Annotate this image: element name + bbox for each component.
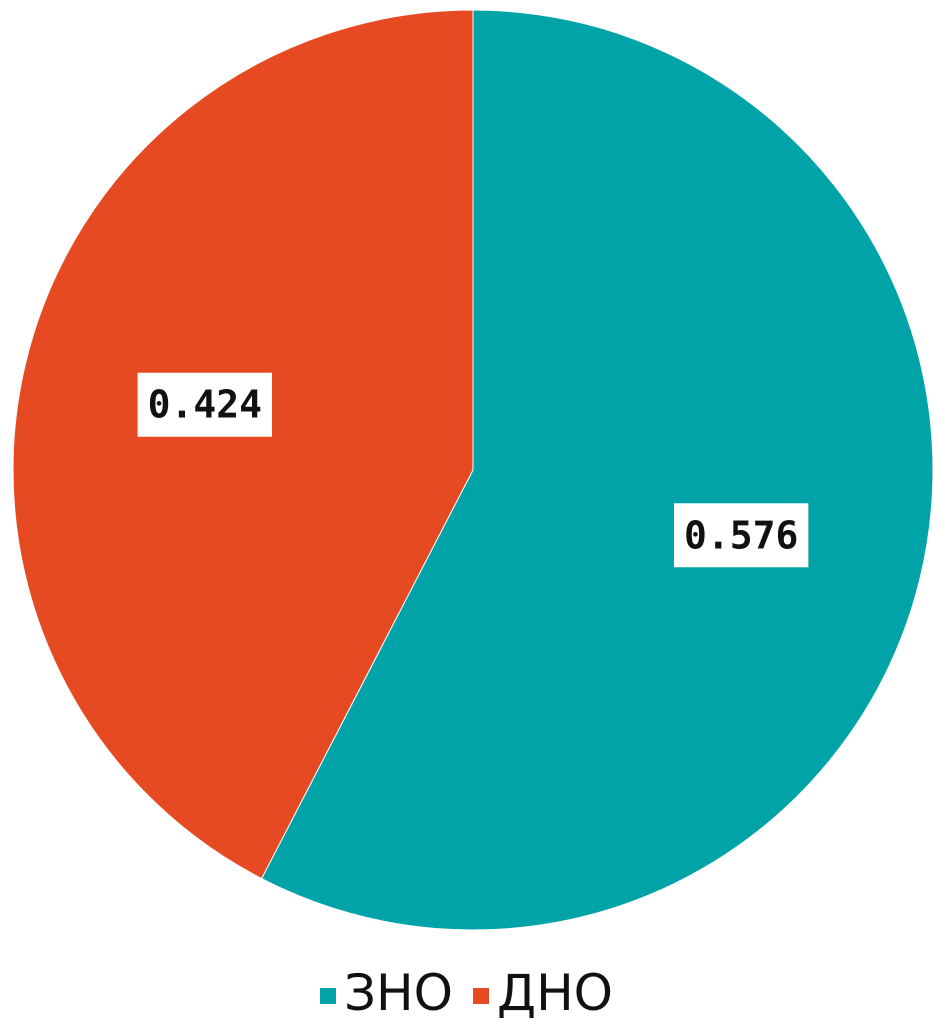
legend-swatch-dno xyxy=(473,988,489,1004)
chart-legend: ЗНО ДНО xyxy=(0,960,933,1026)
legend-label-dno: ДНО xyxy=(497,964,614,1022)
data-label-box-1 xyxy=(673,503,809,568)
data-label-text-2: 0.424 xyxy=(148,383,262,427)
legend-swatch-zno xyxy=(319,988,336,1004)
pie-slices xyxy=(12,9,933,931)
pie-slice-1[interactable] xyxy=(260,9,933,931)
data-label-box-2 xyxy=(137,372,273,437)
data-label-text-1: 0.576 xyxy=(684,513,798,557)
data-label-2: 0.424 xyxy=(137,372,273,437)
legend-label-zno: ЗНО xyxy=(343,964,453,1022)
pie-slice-2[interactable] xyxy=(12,9,474,880)
legend-item-zno[interactable]: ЗНО xyxy=(319,964,453,1022)
pie-data-labels: 0.576 0.424 xyxy=(137,372,809,568)
legend-item-dno[interactable]: ДНО xyxy=(473,968,613,1018)
data-label-1: 0.576 xyxy=(673,503,809,568)
